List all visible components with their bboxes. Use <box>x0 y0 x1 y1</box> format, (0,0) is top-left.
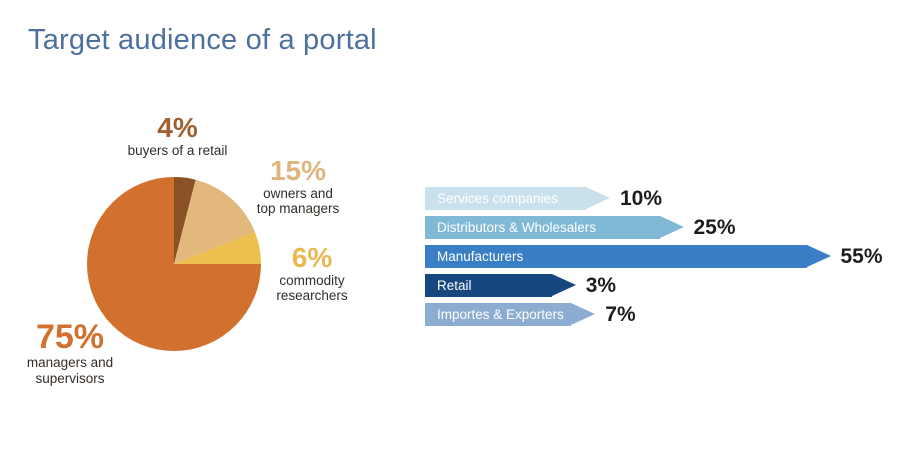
pie-callout-label: supervisors <box>35 370 105 386</box>
pie-callout-label: researchers <box>276 288 348 304</box>
pie-callout-label: owners and <box>263 185 333 201</box>
bar-arrow-tip <box>571 303 596 325</box>
pie-callout-buyers-of-a-retail: 4% buyers of a retail <box>105 112 250 158</box>
bar-retail: Retail <box>425 274 576 297</box>
bar-distributors-wholesalers: Distributors & Wholesalers <box>425 216 684 239</box>
bar-row-distributors-wholesalers: Distributors & Wholesalers 25% <box>425 216 883 239</box>
page-title: Target audience of a portal <box>28 24 377 56</box>
pie-callout-label: commodity <box>279 272 345 288</box>
pie-slice-commodity-researchers <box>174 231 261 264</box>
bar-row-retail: Retail 3% <box>425 274 883 297</box>
pie-callout-label: buyers of a retail <box>127 142 228 158</box>
bar-category-label: Retail <box>437 278 472 293</box>
bar-arrow-tip <box>551 274 576 296</box>
bar-value-label: 7% <box>605 302 636 326</box>
pie-slice-owners-and-top-managers <box>174 179 255 264</box>
bar-row-manufacturers: Manufacturers 55% <box>425 245 883 268</box>
pie-slice-managers-and-supervisors <box>87 177 261 351</box>
bar-arrow-tip <box>659 216 684 238</box>
pie-callout-percent: 6% <box>291 242 333 273</box>
pie-callout-percent: 15% <box>269 155 327 186</box>
bar-chart: Services companies 10% Distributors & Wh… <box>425 187 883 332</box>
pie-callout-commodity-researchers: 6% commodity researchers <box>260 242 364 304</box>
bar-row-importes-exporters: Importes & Exporters 7% <box>425 303 883 326</box>
bar-category-label: Distributors & Wholesalers <box>437 220 597 235</box>
bar-row-services-companies: Services companies 10% <box>425 187 883 210</box>
bar-importes-exporters: Importes & Exporters <box>425 303 596 326</box>
bar-services-companies: Services companies <box>425 187 610 210</box>
bar-category-label: Services companies <box>437 191 558 206</box>
pie-callout-percent: 75% <box>35 318 105 356</box>
pie-callout-percent: 4% <box>157 112 198 143</box>
bar-manufacturers: Manufacturers <box>425 245 831 268</box>
pie-callout-managers-and-supervisors: 75% managers and supervisors <box>12 320 128 387</box>
pie-slice-buyers-of-a-retail <box>174 177 196 264</box>
pie-callout-owners-and-top-managers: 15% owners and top managers <box>246 155 350 217</box>
bar-arrow-tip <box>806 245 831 267</box>
bar-category-label: Importes & Exporters <box>437 307 564 322</box>
bar-value-label: 25% <box>693 215 736 239</box>
bar-arrow-tip <box>586 187 610 209</box>
pie-callout-label: managers and <box>26 354 114 370</box>
bar-value-label: 3% <box>585 273 617 297</box>
pie-callout-label: top managers <box>256 201 340 217</box>
bar-value-label: 55% <box>840 244 883 268</box>
pie-chart <box>87 177 261 351</box>
bar-category-label: Manufacturers <box>437 249 524 264</box>
pie-chart-svg <box>87 177 261 351</box>
bar-value-label: 10% <box>620 186 663 210</box>
